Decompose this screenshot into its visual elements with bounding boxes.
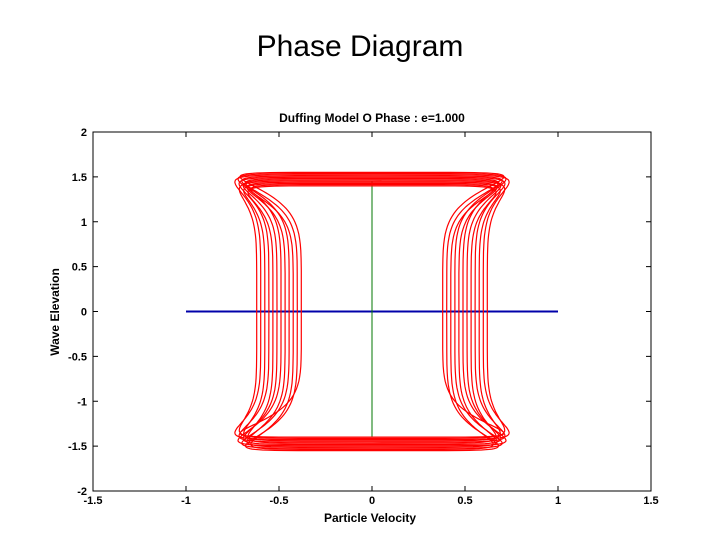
y-axis-label: Wave Elevation — [48, 268, 62, 356]
orbit-loop — [237, 173, 507, 447]
orbit-loop — [246, 181, 498, 448]
x-tick-label: -1 — [181, 495, 191, 507]
orbit-loop — [238, 180, 506, 439]
x-axis: -1.5 -1 -0.5 0 0.5 1 1.5 — [84, 132, 659, 507]
plot-area — [92, 131, 652, 492]
chart-title: Duffing Model O Phase : e=1.000 — [279, 111, 465, 125]
y-tick-label: -1 — [77, 396, 87, 408]
y-tick-label: 0 — [81, 307, 87, 319]
x-tick-label: -0.5 — [270, 495, 289, 507]
x-tick-label: 0.5 — [457, 495, 472, 507]
x-tick-label: 1.5 — [643, 495, 658, 507]
phase-orbit — [234, 171, 510, 452]
y-tick-label: -1.5 — [68, 441, 87, 453]
x-tick-label: -1.5 — [84, 495, 103, 507]
x-tick-label: 0 — [369, 495, 375, 507]
orbit-loop — [243, 182, 501, 442]
y-tick-label: 2 — [81, 127, 87, 139]
orbit-loop — [244, 177, 500, 452]
y-tick-label: -2 — [77, 486, 87, 498]
x-tick-label: 1 — [555, 495, 561, 507]
orbit-loop — [241, 175, 503, 449]
orbit-loop — [250, 184, 494, 450]
x-axis-label: Particle Velocity — [324, 511, 416, 525]
orbit-loop — [247, 185, 497, 444]
orbit-loop — [234, 174, 510, 441]
y-tick-label: 0.5 — [72, 262, 87, 274]
y-tick-label: 1 — [81, 217, 87, 229]
y-axis: -2 -1.5 -1 -0.5 0 0.5 1 1.5 2 — [68, 127, 651, 498]
orbit-loop — [238, 176, 506, 443]
y-tick-label: -0.5 — [68, 351, 87, 363]
slide-title: Phase Diagram — [256, 30, 464, 63]
orbit-loop — [242, 179, 502, 446]
y-tick-label: 1.5 — [72, 172, 87, 184]
